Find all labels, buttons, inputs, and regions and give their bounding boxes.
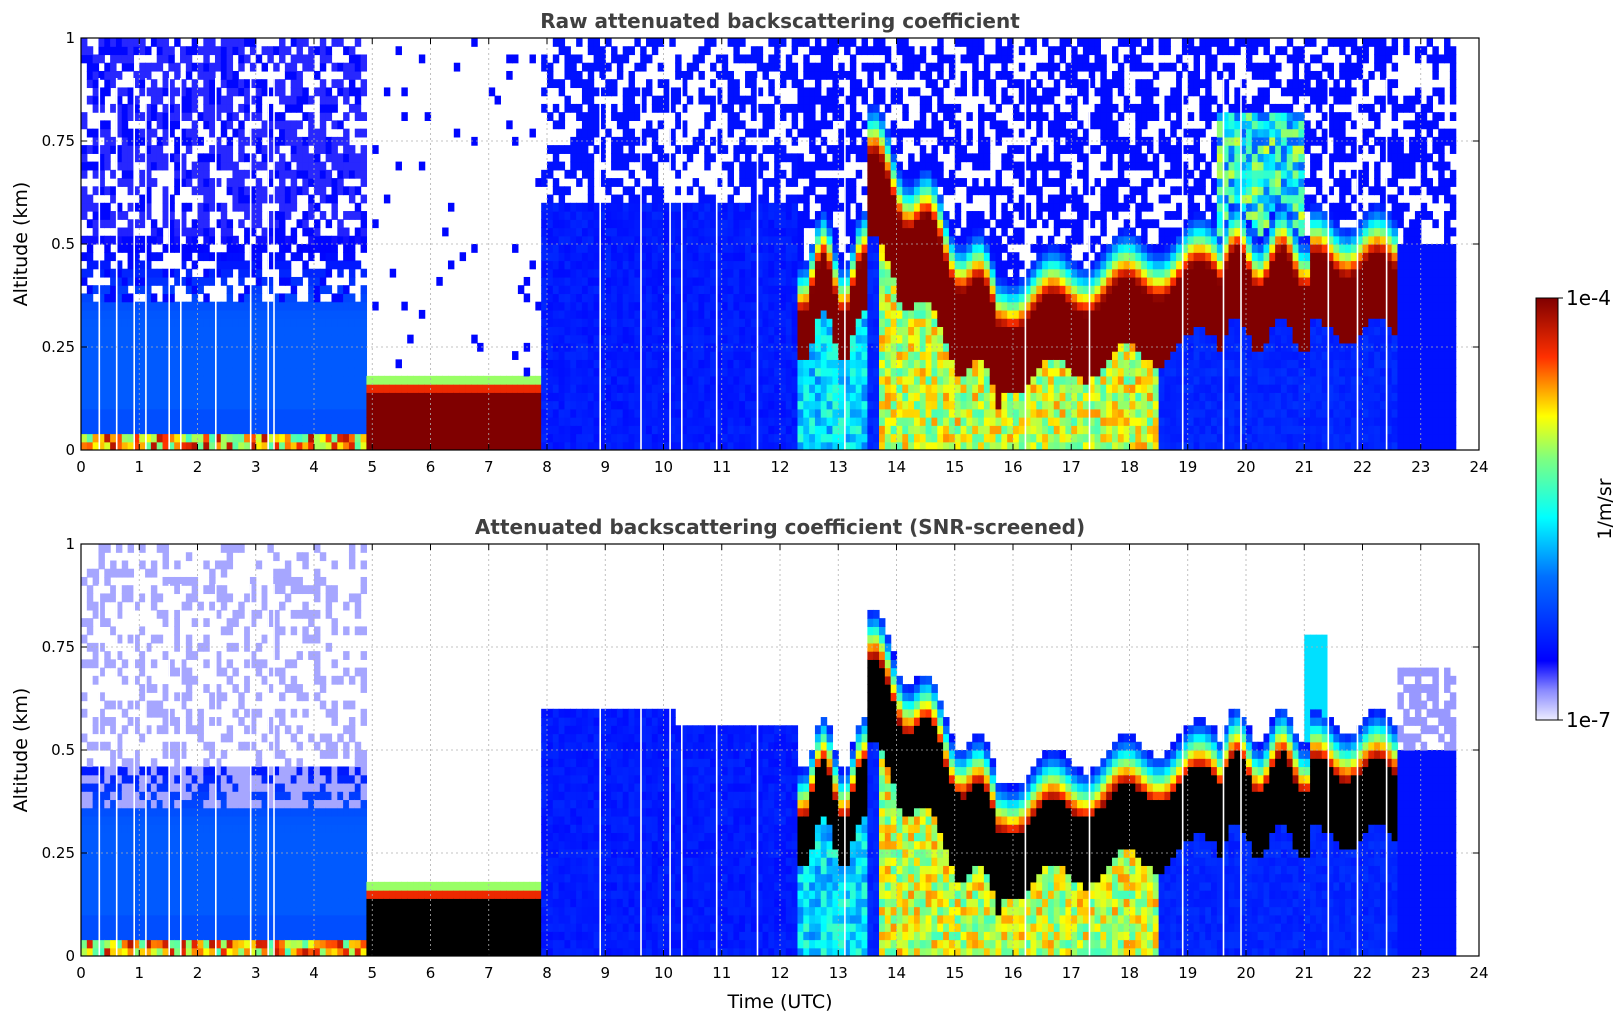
panel-screened: Attenuated backscattering coefficient (S… (10, 515, 1489, 1013)
x-tick-label: 17 (1062, 458, 1081, 476)
y-tick-label: 0.75 (42, 638, 75, 656)
x-tick-label: 22 (1353, 458, 1372, 476)
x-tick-label: 2 (193, 458, 203, 476)
y-tick-label: 0.5 (51, 235, 75, 253)
panel-raw-y-ticks: 0 0.25 0.5 0.75 1 (42, 29, 1479, 459)
x-tick-label: 17 (1062, 964, 1081, 982)
x-tick-label: 10 (654, 964, 673, 982)
panel-screened-grid (81, 544, 1479, 956)
x-tick-label: 4 (309, 458, 319, 476)
x-tick-label: 12 (770, 458, 789, 476)
panel-raw-grid (81, 38, 1479, 450)
x-tick-label: 7 (484, 964, 494, 982)
x-tick-label: 11 (712, 964, 731, 982)
x-tick-label: 20 (1236, 964, 1255, 982)
panel-screened-heatmap (81, 544, 1479, 956)
x-tick-label: 1 (134, 458, 144, 476)
x-tick-label: 8 (542, 458, 552, 476)
x-tick-label: 20 (1236, 458, 1255, 476)
panel-screened-ylabel: Altitude (km) (10, 688, 32, 813)
y-tick-label: 1 (65, 535, 75, 553)
x-tick-label: 23 (1411, 458, 1430, 476)
x-tick-label: 21 (1295, 458, 1314, 476)
x-tick-label: 19 (1178, 964, 1197, 982)
colorbar-min-label: 1e-7 (1566, 708, 1611, 732)
x-tick-label: 0 (76, 964, 86, 982)
x-tick-label: 1 (134, 964, 144, 982)
x-tick-label: 9 (600, 458, 610, 476)
x-tick-label: 0 (76, 458, 86, 476)
x-tick-label: 10 (654, 458, 673, 476)
x-tick-label: 15 (945, 964, 964, 982)
y-tick-label: 0 (65, 947, 75, 965)
x-tick-label: 8 (542, 964, 552, 982)
panel-raw-ylabel: Altitude (km) (10, 182, 32, 307)
x-tick-label: 18 (1120, 458, 1139, 476)
x-tick-label: 7 (484, 458, 494, 476)
x-tick-label: 18 (1120, 964, 1139, 982)
x-tick-label: 21 (1295, 964, 1314, 982)
x-tick-label: 5 (367, 458, 377, 476)
x-tick-label: 3 (251, 458, 261, 476)
colorbar-max-label: 1e-4 (1566, 286, 1611, 310)
y-tick-label: 1 (65, 29, 75, 47)
panel-screened-xlabel: Time (UTC) (726, 991, 832, 1013)
x-tick-label: 13 (829, 458, 848, 476)
panel-raw-heatmap (81, 38, 1479, 450)
x-tick-label: 16 (1003, 458, 1022, 476)
panel-raw-title: Raw attenuated backscattering coefficien… (540, 9, 1020, 33)
y-tick-label: 0.5 (51, 741, 75, 759)
x-tick-label: 14 (887, 964, 906, 982)
panel-raw: Raw attenuated backscattering coefficien… (10, 9, 1489, 476)
x-tick-label: 6 (426, 458, 436, 476)
x-tick-label: 4 (309, 964, 319, 982)
x-tick-label: 9 (600, 964, 610, 982)
x-tick-label: 5 (367, 964, 377, 982)
x-tick-label: 11 (712, 458, 731, 476)
y-tick-label: 0 (65, 441, 75, 459)
colorbar: 1e-4 1e-7 1/m/sr (1535, 286, 1616, 732)
panel-screened-title: Attenuated backscattering coefficient (S… (475, 515, 1085, 539)
x-tick-label: 2 (193, 964, 203, 982)
y-tick-label: 0.25 (42, 844, 75, 862)
x-tick-label: 15 (945, 458, 964, 476)
panel-screened-x-ticks: 0 1 2 3 4 5 6 7 8 9 10 11 12 13 14 15 16 17 18 19 20 21 22 23 24 (76, 544, 1489, 982)
y-tick-label: 0.25 (42, 338, 75, 356)
x-tick-label: 24 (1469, 458, 1488, 476)
panel-raw-x-ticks: 0 1 2 3 4 5 6 7 8 9 10 11 12 13 14 15 16 17 18 19 20 21 22 23 24 (76, 38, 1489, 476)
x-tick-label: 13 (829, 964, 848, 982)
x-tick-label: 19 (1178, 458, 1197, 476)
y-tick-label: 0.75 (42, 132, 75, 150)
colorbar-label: 1/m/sr (1594, 478, 1616, 539)
x-tick-label: 12 (770, 964, 789, 982)
x-tick-label: 23 (1411, 964, 1430, 982)
x-tick-label: 14 (887, 458, 906, 476)
x-tick-label: 3 (251, 964, 261, 982)
x-tick-label: 22 (1353, 964, 1372, 982)
x-tick-label: 16 (1003, 964, 1022, 982)
panel-screened-y-ticks: 0 0.25 0.5 0.75 1 (42, 535, 1479, 965)
colorbar-gradient (1535, 297, 1559, 721)
x-tick-label: 6 (426, 964, 436, 982)
x-tick-label: 24 (1469, 964, 1488, 982)
